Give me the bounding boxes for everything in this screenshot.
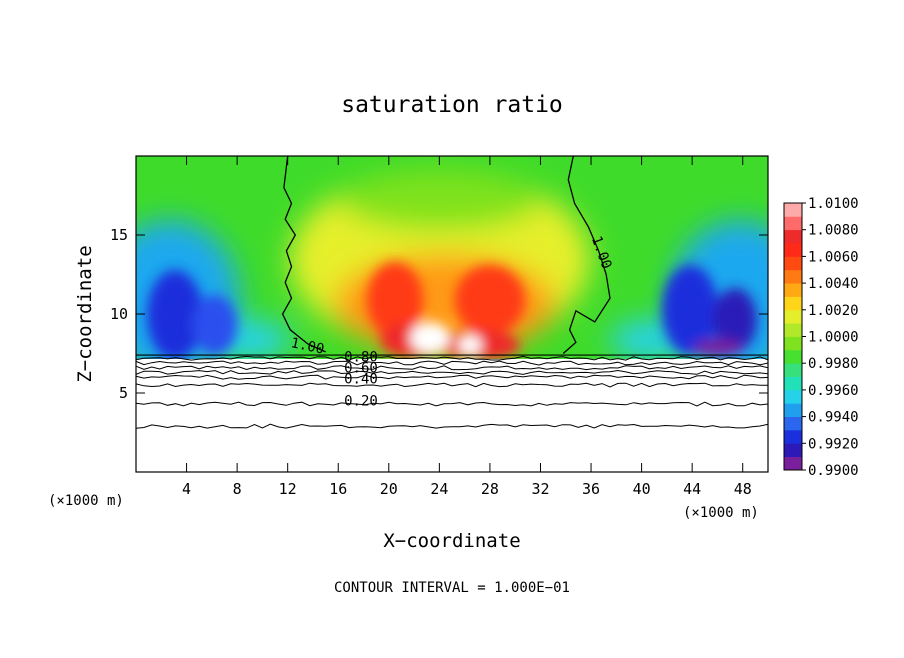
x-tick-label: 28 [481, 480, 499, 498]
x-tick-label: 12 [279, 480, 297, 498]
contour-label: 0.80 [344, 349, 378, 365]
x-tick-label: 20 [380, 480, 398, 498]
x-axis-ticks: 4 8 12 16 20 24 28 32 36 40 44 48 [182, 156, 752, 498]
x-axis-label: X−coordinate [383, 530, 520, 552]
colorbar-label: 0.9940 [808, 410, 859, 426]
colorbar-swatch [784, 376, 802, 391]
x-tick-label: 40 [633, 480, 651, 498]
colorbar-label: 1.0040 [808, 276, 859, 292]
contour-line [135, 365, 769, 371]
x-tick-label: 4 [182, 480, 191, 498]
y-tick-label: 5 [119, 384, 128, 402]
colorbar-swatch [784, 216, 802, 231]
colorbar-swatch [784, 389, 802, 404]
colorbar-label: 0.9920 [808, 436, 859, 452]
contour-line [135, 382, 768, 388]
contour-line [135, 369, 769, 375]
contour-line [135, 355, 769, 361]
colorbar-swatch [784, 243, 802, 257]
colorbar-swatch [784, 269, 802, 284]
saturation-field [136, 156, 768, 359]
colorbar-swatch [784, 416, 802, 431]
colorbar-label: 1.0100 [808, 196, 859, 212]
y-tick-label: 10 [110, 305, 128, 323]
colorbar-label: 0.9980 [808, 356, 859, 372]
colorbar-swatch [784, 323, 802, 337]
contour-line [135, 401, 769, 407]
contour-interval-note: CONTOUR INTERVAL = 1.000E−01 [334, 580, 570, 596]
colorbar-swatch [784, 456, 802, 471]
chart-title: saturation ratio [341, 92, 563, 118]
colorbar-label: 0.9960 [808, 383, 859, 399]
colorbar-swatch [784, 283, 802, 297]
contour-line-1.00-left [281, 155, 326, 353]
colorbar-swatch [784, 296, 802, 311]
contour-line-1.00-right [562, 155, 611, 354]
x-tick-label: 32 [531, 480, 549, 498]
contour-label: 0.40 [344, 372, 378, 388]
x-unit-right: (×1000 m) [683, 505, 759, 521]
colorbar-swatch [784, 203, 802, 217]
y-axis-label: Z−coordinate [74, 245, 96, 382]
colorbar-label: 0.9900 [808, 463, 859, 479]
colorbar-swatch [784, 349, 802, 364]
x-tick-label: 8 [233, 480, 242, 498]
y-axis-ticks: 5 10 15 [110, 226, 768, 402]
colorbar-label: 1.0080 [808, 223, 859, 239]
contour-label: 1.00 [289, 335, 325, 358]
x-tick-label: 24 [430, 480, 448, 498]
colorbar-swatch [784, 229, 802, 244]
colorbar-swatch [784, 336, 802, 351]
colorbar-swatch [784, 256, 802, 271]
contour-label: 0.20 [344, 394, 378, 410]
x-tick-label: 44 [683, 480, 701, 498]
colorbar-label: 1.0060 [808, 249, 859, 265]
colorbar-swatch [784, 403, 802, 417]
contour-line [135, 360, 769, 366]
contour-label: 0.60 [344, 360, 378, 376]
y-tick-label: 15 [110, 226, 128, 244]
colorbar: 1.0100 1.0080 1.0060 1.0040 1.0020 1.0000 0.99… [783, 196, 859, 479]
contour-line [135, 423, 769, 429]
x-tick-label: 16 [329, 480, 347, 498]
x-tick-label: 36 [582, 480, 600, 498]
colorbar-swatch [784, 429, 802, 444]
colorbar-label: 1.0000 [808, 330, 859, 346]
contour-lines [135, 155, 769, 429]
colorbar-swatch [784, 443, 802, 458]
colorbar-label: 1.0020 [808, 303, 859, 319]
colorbar-swatch [784, 363, 802, 377]
x-tick-label: 48 [734, 480, 752, 498]
colorbar-swatch [784, 309, 802, 324]
contour-line [135, 374, 769, 380]
x-unit-left: (×1000 m) [48, 493, 124, 509]
